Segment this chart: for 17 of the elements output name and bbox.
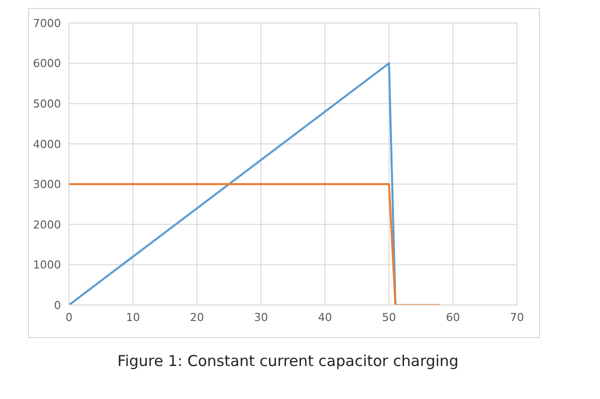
y-tick-label: 1000 [33,258,61,272]
y-tick-label: 5000 [33,97,61,110]
x-tick-label: 70 [510,310,524,324]
y-tick-label: 6000 [33,57,61,70]
x-tick-label: 60 [446,310,460,324]
x-tick-label: 10 [126,310,140,324]
x-tick-label: 0 [66,310,72,324]
x-tick-label: 30 [254,310,268,324]
y-tick-label: 7000 [33,16,61,30]
x-tick-label: 20 [190,310,204,324]
y-tick-label: 3000 [33,178,61,192]
y-tick-label: 2000 [33,218,61,232]
y-tick-label: 4000 [33,138,61,151]
text: Figure 1: Constant current capacitor charging [116,352,460,370]
x-tick-label: 40 [318,310,332,324]
x-tick-label: 50 [382,310,396,324]
y-tick-label: 0 [54,298,61,312]
